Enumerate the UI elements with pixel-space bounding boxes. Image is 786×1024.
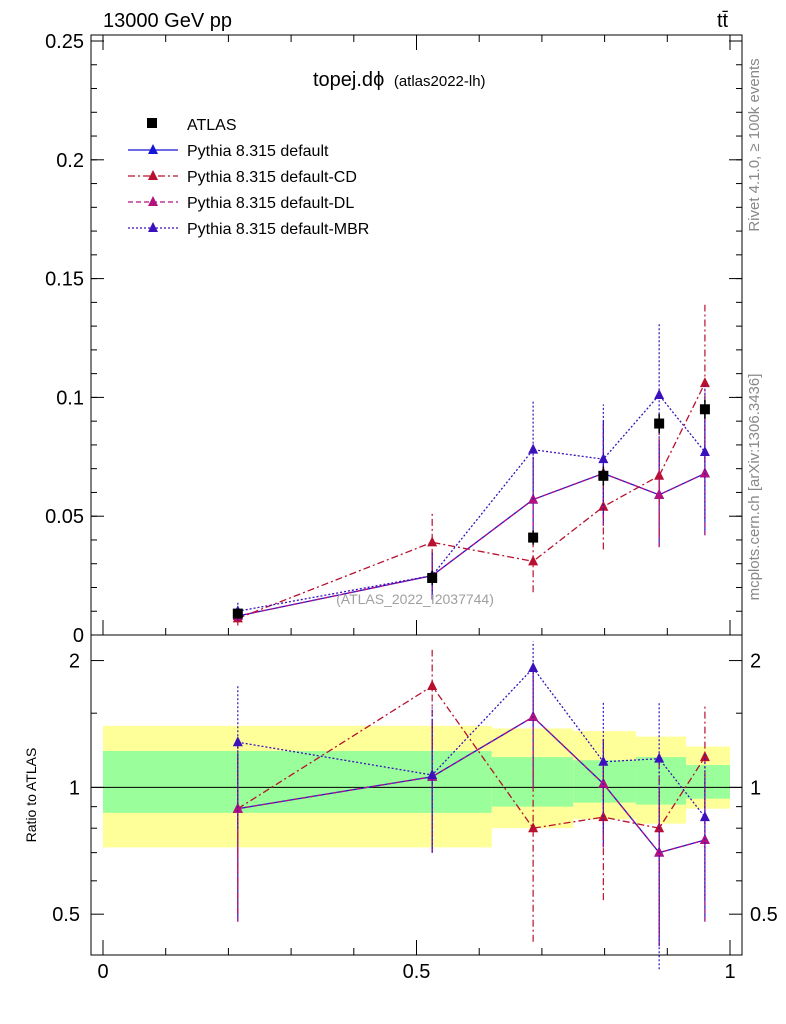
ratio-ytick-label-right: 2 bbox=[750, 651, 761, 673]
main-series bbox=[232, 304, 710, 626]
series-cd-point bbox=[528, 555, 539, 566]
legend: ATLAS Pythia 8.315 default Pythia 8.315 … bbox=[128, 117, 369, 238]
atlas-point bbox=[699, 404, 710, 415]
series-mbr-point bbox=[699, 446, 710, 457]
main-ytick-label: 0 bbox=[73, 625, 84, 647]
xtick-label: 1 bbox=[724, 961, 735, 983]
ratio-mbr-point bbox=[699, 811, 710, 822]
ratio-cd-point bbox=[528, 822, 539, 833]
ratio-mbr-point bbox=[528, 662, 539, 673]
atlas-point bbox=[232, 608, 243, 619]
xtick-label: 0.5 bbox=[403, 961, 431, 983]
ratio-ytick-label-right: 0.5 bbox=[750, 904, 778, 926]
ratio-ytick-label-right: 1 bbox=[750, 777, 761, 799]
main-ytick-label: 0.2 bbox=[56, 150, 84, 172]
ratio-mbr-point bbox=[598, 755, 609, 766]
ratio-dl-point bbox=[598, 777, 609, 788]
mcplots-label: mcplots.cern.ch [arXiv:1306.3436] bbox=[746, 374, 763, 601]
legend-default-marker bbox=[148, 144, 158, 154]
series-dl-line bbox=[237, 472, 706, 617]
plot-title: topej.dϕ (atlas2022-lh) bbox=[313, 69, 486, 91]
series-cd-line bbox=[237, 382, 706, 619]
legend-dl-marker bbox=[148, 196, 158, 206]
legend-atlas-label: ATLAS bbox=[187, 117, 237, 134]
series-cd-point bbox=[699, 377, 710, 388]
ratio-bands bbox=[103, 725, 730, 848]
atlas-point bbox=[598, 470, 609, 481]
ratio-cd-point bbox=[654, 822, 665, 833]
legend-mbr-label: Pythia 8.315 default-MBR bbox=[187, 221, 369, 238]
main-ytick-label: 0.25 bbox=[45, 31, 84, 53]
legend-atlas-marker bbox=[147, 118, 157, 128]
ratio-cd-line bbox=[237, 685, 706, 829]
series-cd-point bbox=[427, 536, 438, 547]
plot-title-sub: (atlas2022-lh) bbox=[394, 73, 486, 90]
ratio-ytick-label: 2 bbox=[69, 651, 80, 673]
ratio-series bbox=[232, 641, 710, 970]
main-ytick-label: 0.05 bbox=[45, 506, 84, 528]
rivet-label: Rivet 4.1.0, ≥ 100k events bbox=[746, 58, 763, 231]
series-mbr-line bbox=[237, 394, 706, 612]
analysis-watermark: (ATLAS_2022_I2037744) bbox=[336, 591, 494, 607]
ratio-cd-point bbox=[427, 680, 438, 691]
ratio-mbr-point bbox=[427, 768, 438, 779]
axis-tick-labels: 0 0.05 0.1 0.15 0.2 0.25 0.5 0.5 1 1 2 2 0 0.5 1 bbox=[45, 31, 778, 983]
ratio-mbr-point bbox=[654, 752, 665, 763]
header-energy: 13000 GeV pp bbox=[103, 10, 232, 32]
legend-dl-label: Pythia 8.315 default-DL bbox=[187, 195, 354, 212]
plot-title-phi: ϕ bbox=[373, 69, 384, 91]
series-mbr-point bbox=[598, 453, 609, 464]
ratio-band-green bbox=[635, 757, 687, 805]
legend-cd-marker bbox=[148, 170, 158, 180]
ratio-ytick-label: 0.5 bbox=[52, 904, 80, 926]
axis-ticks bbox=[91, 35, 742, 955]
ratio-band-green bbox=[686, 765, 730, 799]
ratio-band-green bbox=[491, 757, 574, 807]
header-process: tt̄ bbox=[717, 10, 729, 32]
plot-title-main: topej.d bbox=[313, 69, 373, 91]
ratio-mbr-line bbox=[237, 667, 706, 818]
legend-cd-label: Pythia 8.315 default-CD bbox=[187, 169, 357, 186]
ratio-band-green bbox=[103, 750, 492, 813]
atlas-point bbox=[654, 418, 665, 429]
ratio-mbr-point bbox=[232, 736, 243, 747]
xtick-label: 0 bbox=[97, 961, 108, 983]
ratio-ytick-label: 1 bbox=[69, 777, 80, 799]
atlas-point bbox=[427, 572, 438, 583]
series-dl-point bbox=[654, 488, 665, 499]
ratio-ylabel: Ratio to ATLAS bbox=[23, 748, 39, 843]
series-mbr-point bbox=[654, 389, 665, 400]
legend-default-label: Pythia 8.315 default bbox=[187, 143, 329, 160]
series-dl-point bbox=[699, 467, 710, 478]
atlas-point bbox=[528, 532, 539, 543]
main-ytick-label: 0.15 bbox=[45, 269, 84, 291]
series-mbr-point bbox=[528, 443, 539, 454]
legend-mbr-marker bbox=[148, 222, 158, 232]
ratio-dl-line bbox=[237, 716, 706, 854]
main-ytick-label: 0.1 bbox=[56, 387, 84, 409]
